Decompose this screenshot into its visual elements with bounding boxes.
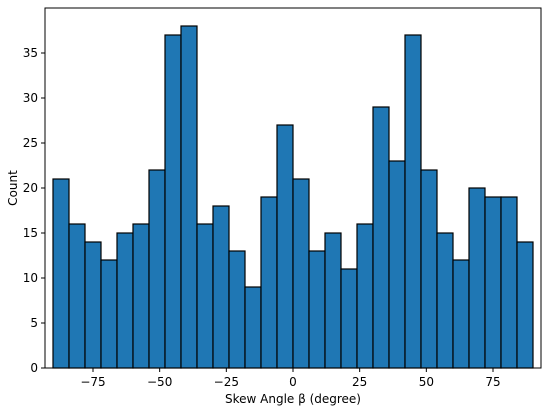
x-tick-label: 50 bbox=[419, 375, 434, 389]
histogram-bar bbox=[244, 286, 262, 369]
histogram-bar bbox=[436, 232, 454, 369]
x-tick-label: −75 bbox=[80, 375, 105, 389]
y-tick-label: 35 bbox=[23, 46, 38, 60]
y-tick-label: 0 bbox=[30, 361, 38, 375]
histogram-bar bbox=[356, 223, 374, 369]
x-axis-label: Skew Angle β (degree) bbox=[225, 392, 361, 406]
histogram-bar bbox=[292, 178, 310, 369]
histogram-bar bbox=[468, 187, 486, 369]
histogram-bar bbox=[340, 268, 358, 369]
histogram-bar bbox=[180, 25, 198, 369]
histogram-bar bbox=[388, 160, 406, 369]
histogram-bar bbox=[372, 106, 390, 369]
histogram-bar bbox=[404, 34, 422, 369]
histogram-bar bbox=[212, 205, 230, 369]
y-tick-label: 20 bbox=[23, 181, 38, 195]
y-tick-label: 15 bbox=[23, 226, 38, 240]
y-tick-label: 5 bbox=[30, 316, 38, 330]
histogram-bar bbox=[84, 241, 102, 369]
histogram-bar bbox=[116, 232, 134, 369]
bars-group bbox=[52, 25, 534, 369]
histogram-bar bbox=[164, 34, 182, 369]
x-tick-label: 25 bbox=[352, 375, 367, 389]
histogram-bar bbox=[260, 196, 278, 369]
histogram-bar bbox=[228, 250, 246, 369]
x-tick-label: −50 bbox=[147, 375, 172, 389]
y-axis-label: Count bbox=[6, 170, 20, 206]
histogram-bar bbox=[132, 223, 150, 369]
histogram-bar bbox=[100, 259, 118, 369]
histogram-bar bbox=[276, 124, 294, 369]
histogram-bar bbox=[484, 196, 502, 369]
histogram-bar bbox=[68, 223, 86, 369]
histogram-bar bbox=[420, 169, 438, 369]
histogram-bar bbox=[52, 178, 70, 369]
histogram-bar bbox=[500, 196, 518, 369]
x-tick-label: −25 bbox=[214, 375, 239, 389]
histogram-bar bbox=[308, 250, 326, 369]
x-tick-label: 75 bbox=[485, 375, 500, 389]
histogram-bar bbox=[516, 241, 534, 369]
y-tick-label: 10 bbox=[23, 271, 38, 285]
ticks-group: −75 −50 −25 0 25 50 75 0 5 10 15 20 25 30 35 bbox=[23, 46, 501, 389]
x-tick-label: 0 bbox=[289, 375, 297, 389]
histogram-bar bbox=[148, 169, 166, 369]
histogram-bar bbox=[452, 259, 470, 369]
histogram-bar bbox=[324, 232, 342, 369]
histogram-bar bbox=[196, 223, 214, 369]
y-tick-label: 30 bbox=[23, 91, 38, 105]
y-tick-label: 25 bbox=[23, 136, 38, 150]
